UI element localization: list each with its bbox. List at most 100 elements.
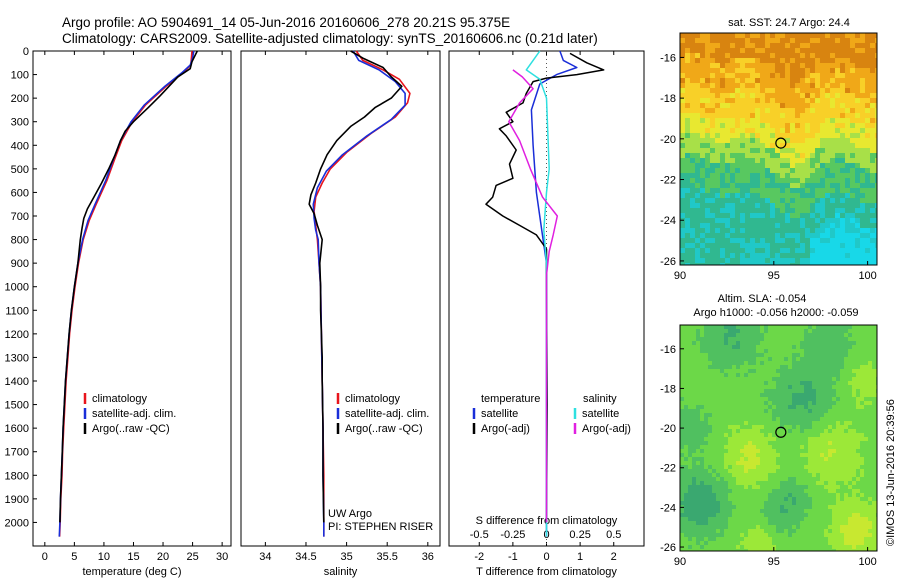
map-cell (808, 357, 813, 362)
map-cell (744, 497, 749, 502)
map-cell (804, 525, 809, 530)
map-cell (804, 373, 809, 378)
map-cell (705, 88, 711, 94)
map-cell (824, 357, 829, 362)
map-cell (840, 361, 845, 366)
map-cell (775, 218, 781, 224)
map-cell (730, 108, 736, 114)
map-cell (736, 481, 741, 486)
map-cell (832, 405, 837, 410)
map-cell (690, 88, 696, 94)
map-cell (725, 248, 731, 254)
map-cell (856, 469, 861, 474)
map-cell (768, 333, 773, 338)
map-cell (788, 473, 793, 478)
map-cell (816, 517, 821, 522)
map-cell (844, 469, 849, 474)
map-cell (724, 501, 729, 506)
map-cell (785, 58, 791, 64)
map-cell (685, 133, 691, 139)
map-cell (710, 53, 716, 59)
map-cell (748, 433, 753, 438)
map-cell (748, 469, 753, 474)
map-cell (870, 133, 876, 139)
map-cell (785, 148, 791, 154)
map-cell (720, 505, 725, 510)
y-tick-label: 1500 (5, 400, 29, 412)
map-cell (780, 369, 785, 374)
map-cell (688, 533, 693, 538)
map-cell (745, 48, 751, 54)
map-cell (864, 325, 869, 330)
map-cell (840, 353, 845, 358)
map-cell (865, 108, 871, 114)
map-cell (816, 325, 821, 330)
map-cell (768, 497, 773, 502)
map-cell (860, 213, 866, 219)
map-cell (732, 545, 737, 550)
map-cell (775, 113, 781, 119)
map-cell (808, 445, 813, 450)
map-cell (820, 473, 825, 478)
map-cell (868, 485, 873, 490)
map-cell (765, 173, 771, 179)
map-cell (748, 329, 753, 334)
map-cell (864, 393, 869, 398)
map-cell (816, 373, 821, 378)
map-cell (752, 501, 757, 506)
map-cell (752, 465, 757, 470)
map-cell (740, 133, 746, 139)
map-cell (800, 333, 805, 338)
map-cell (835, 88, 841, 94)
map-cell (792, 505, 797, 510)
map-cell (800, 78, 806, 84)
map-cell (780, 128, 786, 134)
map-cell (764, 405, 769, 410)
map-cell (860, 38, 866, 44)
map-cell (728, 393, 733, 398)
map-cell (772, 405, 777, 410)
map-cell (795, 133, 801, 139)
map-cell (825, 128, 831, 134)
map-cell (756, 373, 761, 378)
map-cell (840, 88, 846, 94)
map-cell (780, 405, 785, 410)
map-cell (720, 393, 725, 398)
map-cell (820, 437, 825, 442)
map-cell (796, 353, 801, 358)
map-cell (784, 377, 789, 382)
map-cell (860, 441, 865, 446)
map-cell (856, 513, 861, 518)
map-cell (692, 333, 697, 338)
map-cell (780, 509, 785, 514)
map-cell (752, 497, 757, 502)
map-cell (855, 213, 861, 219)
map-cell (848, 377, 853, 382)
map-cell (728, 453, 733, 458)
map-cell (860, 258, 866, 264)
map-cell (808, 421, 813, 426)
map-cell (725, 263, 731, 266)
map-cell (744, 397, 749, 402)
map-cell (744, 533, 749, 538)
map-cell (848, 473, 853, 478)
map-cell (836, 353, 841, 358)
map-cell (685, 223, 691, 229)
map-cell (868, 489, 873, 494)
map-cell (748, 357, 753, 362)
map-cell (756, 381, 761, 386)
map-cell (836, 509, 841, 514)
map-cell (864, 353, 869, 358)
map-cell (775, 173, 781, 179)
map-cell (710, 128, 716, 134)
map-cell (840, 163, 846, 169)
map-cell (704, 529, 709, 534)
map-cell (744, 545, 749, 550)
map-cell (708, 509, 713, 514)
map-cell (840, 401, 845, 406)
map-cell (755, 93, 761, 99)
map-cell (816, 437, 821, 442)
map-cell (755, 193, 761, 199)
map-cell (685, 123, 691, 129)
map-cell (835, 83, 841, 89)
